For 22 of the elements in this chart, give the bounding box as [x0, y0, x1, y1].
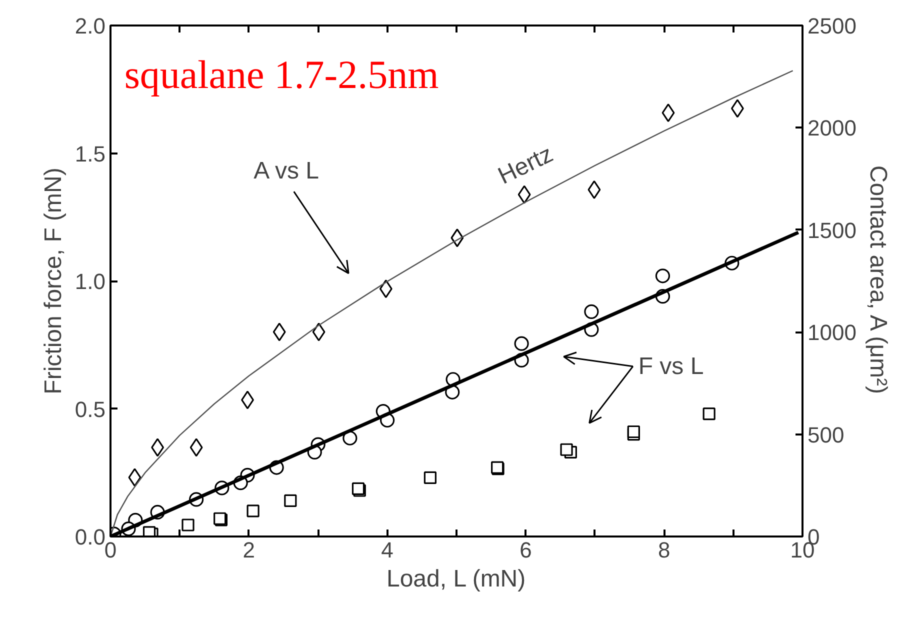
annotation: A vs L [254, 158, 319, 185]
x-tick-label: 8 [658, 538, 670, 562]
y2-tick-label: 2500 [808, 14, 856, 38]
text: squalane 1.7-2.5nm [124, 52, 439, 98]
y-tick-label: 1.0 [74, 269, 106, 294]
y2-tick-label: 1000 [808, 320, 856, 346]
y2-axis-title: Contact area, A (μm²) [864, 165, 892, 394]
text: Hertz [494, 140, 558, 190]
y-tick-label: 2.0 [74, 14, 106, 38]
x-tick-label: 4 [381, 538, 394, 562]
y2-tick-label: 500 [808, 422, 844, 448]
y-axis-title: Friction force, F (mN) [40, 168, 67, 394]
y-tick-label: 0.5 [74, 396, 106, 422]
x-tick-label: 6 [520, 538, 532, 562]
x-tick-label: 0 [104, 538, 117, 562]
y-tick-label: 1.5 [74, 141, 106, 166]
y2-tick-label: 2000 [808, 116, 856, 141]
annotation: F vs L [638, 352, 704, 380]
x-axis-title: Load, L (mN) [386, 566, 526, 592]
y-tick-label: 0.0 [74, 524, 106, 550]
y2-tick-label: 1500 [808, 218, 856, 243]
x-tick-label: 2 [242, 538, 256, 562]
